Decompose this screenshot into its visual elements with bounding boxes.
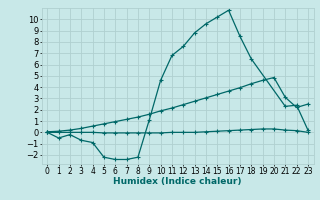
X-axis label: Humidex (Indice chaleur): Humidex (Indice chaleur): [113, 177, 242, 186]
